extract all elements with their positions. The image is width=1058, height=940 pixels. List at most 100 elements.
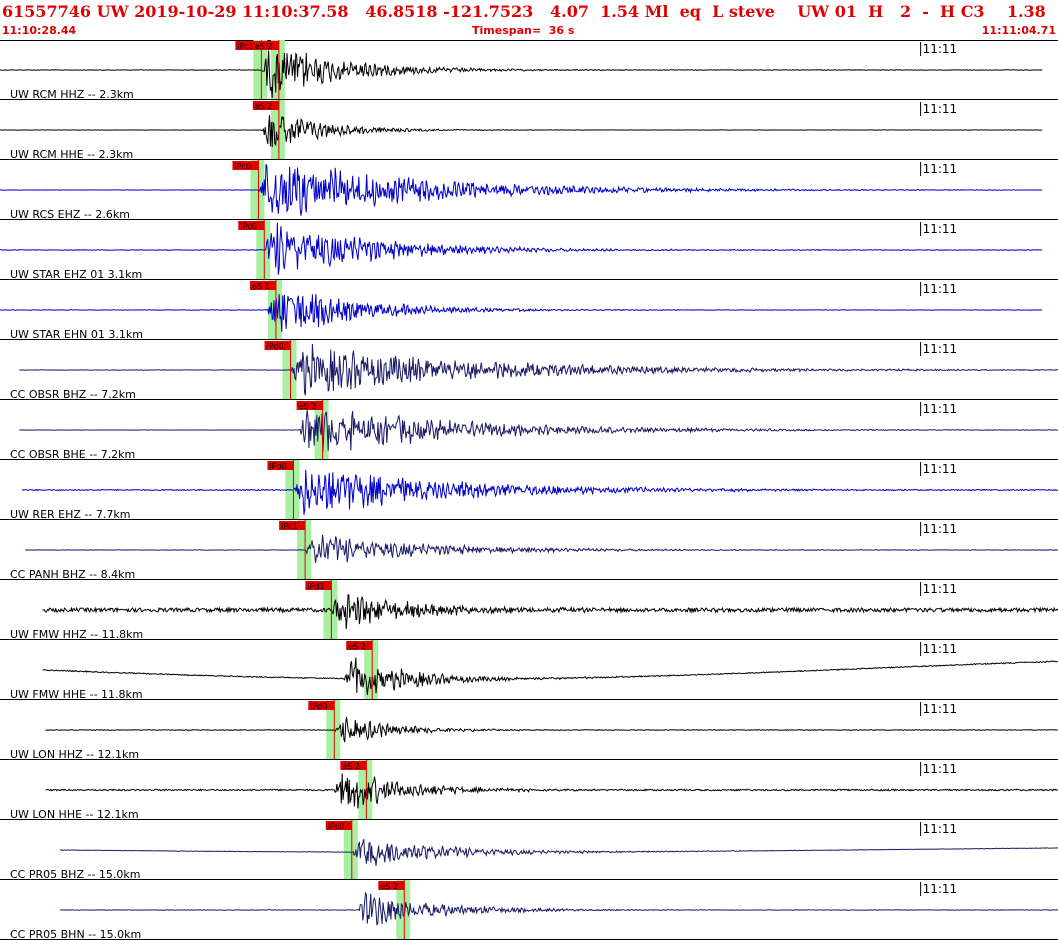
pick-label: eS 2 [299, 402, 317, 411]
minute-tick-label: 11:11 [923, 282, 958, 296]
minute-tick-label: 11:11 [923, 342, 958, 356]
channel-label: CC PR05 BHN -- 15.0km [10, 928, 141, 940]
trace-panel[interactable]: iPd0 11:11 UW RER EHZ -- 7.7km [0, 460, 1058, 521]
pick-label: eS 2 [380, 882, 398, 891]
channel-label: UW LON HHE -- 12.1km [10, 808, 139, 821]
pick-label: iPd0 [310, 702, 327, 711]
minute-tick-label: 11:11 [923, 402, 958, 416]
minute-tick-label: 11:11 [923, 102, 958, 116]
pick-tag [264, 341, 291, 350]
waveform [19, 409, 1058, 452]
waveform [60, 891, 1058, 926]
channel-label: UW RCM HHE -- 2.3km [10, 148, 133, 161]
pick-window [343, 820, 358, 880]
pick-tag [279, 521, 306, 530]
channel-label: UW STAR EHZ 01 3.1km [10, 268, 142, 281]
waveform [42, 594, 1058, 630]
pick-label: iPd0 [267, 342, 284, 351]
end-time-label: 11:11:04.71 [981, 24, 1056, 37]
waveform [25, 534, 1058, 564]
channel-label: CC PR05 BHZ -- 15.0km [10, 868, 141, 881]
trace-panel[interactable]: iPc1 eS 2 11:11 UW RCM HHZ -- 2.3km [0, 40, 1058, 101]
minute-tick-label: 11:11 [923, 822, 958, 836]
pick-tag [252, 101, 279, 110]
channel-label: UW STAR EHN 01 3.1km [10, 328, 143, 341]
trace-panel[interactable]: iPc0 11:11 UW STAR EHZ 01 3.1km [0, 220, 1058, 281]
trace-panel[interactable]: eS 2 11:11 UW LON HHE -- 12.1km [0, 760, 1058, 821]
trace-panel[interactable]: iPc0 11:11 UW RCS EHZ -- 2.6km [0, 160, 1058, 221]
pick-label: iPd0 [269, 462, 286, 471]
waveform [45, 717, 1058, 743]
pick-tag [235, 41, 262, 50]
pick-tag [267, 461, 294, 470]
waveform [42, 657, 1058, 695]
pick-window [396, 880, 411, 940]
event-title: 61557746 UW 2019-10-29 11:10:37.58 46.85… [2, 2, 1058, 21]
waveform [0, 164, 1043, 216]
pick-tag [340, 761, 367, 770]
waveform [0, 222, 1043, 275]
trace-panel[interactable]: iPd1 11:11 UW FMW HHZ -- 11.8km [0, 580, 1058, 641]
event-header: 61557746 UW 2019-10-29 11:10:37.58 46.85… [0, 0, 1058, 41]
waveform [0, 115, 1043, 148]
pick-tag [232, 161, 259, 170]
waveform [0, 293, 1043, 332]
trace-panel[interactable]: eS 1 11:11 UW STAR EHN 01 3.1km [0, 280, 1058, 341]
waveform [45, 773, 1058, 809]
start-time-label: 11:10:28.44 [2, 24, 77, 37]
trace-panel[interactable]: iPd0 11:11 UW LON HHZ -- 12.1km [0, 700, 1058, 761]
trace-panel[interactable]: eS 2 11:11 UW RCM HHE -- 2.3km [0, 100, 1058, 161]
pick-label: eS 2 [255, 102, 273, 111]
pick-tag [252, 41, 279, 50]
minute-tick-label: 11:11 [923, 162, 958, 176]
pick-tag [249, 281, 276, 290]
pick-label: eS 1 [252, 282, 270, 291]
pick-tag [325, 821, 352, 830]
minute-tick-label: 11:11 [923, 522, 958, 536]
channel-label: UW FMW HHZ -- 11.8km [10, 628, 143, 641]
channel-label: UW RER EHZ -- 7.7km [10, 508, 130, 521]
minute-tick-label: 11:11 [923, 702, 958, 716]
pick-label: iPc0 [234, 162, 251, 171]
timespan-label: Timespan= 36 s [472, 24, 575, 37]
pick-tag [305, 581, 332, 590]
pick-tag [378, 881, 405, 890]
channel-label: UW LON HHZ -- 12.1km [10, 748, 139, 761]
channel-label: UW RCS EHZ -- 2.6km [10, 208, 130, 221]
trace-panel[interactable]: iPc1 11:11 CC PANH BHZ -- 8.4km [0, 520, 1058, 581]
waveform [21, 469, 1058, 515]
pick-tag [308, 701, 335, 710]
minute-tick-label: 11:11 [923, 882, 958, 896]
waveform [59, 838, 1058, 866]
waveform [19, 343, 1058, 396]
pick-label: iPc0 [328, 822, 345, 831]
minute-tick-label: 11:11 [923, 462, 958, 476]
trace-panel[interactable]: eS 2 11:11 CC OBSR BHE -- 7.2km [0, 400, 1058, 461]
minute-tick-label: 11:11 [923, 582, 958, 596]
trace-panel[interactable]: eS 2 11:11 CC PR05 BHN -- 15.0km [0, 880, 1058, 940]
minute-tick-label: 11:11 [923, 42, 958, 56]
pick-label: eS 2 [255, 42, 273, 51]
waveform [0, 50, 1043, 99]
channel-label: CC PANH BHZ -- 8.4km [10, 568, 135, 581]
trace-panel[interactable]: eS 2 11:11 UW FMW HHE -- 11.8km [0, 640, 1058, 701]
trace-panel[interactable]: iPc0 11:11 CC PR05 BHZ -- 15.0km [0, 820, 1058, 881]
pick-label: iPc0 [240, 222, 257, 231]
minute-tick-label: 11:11 [923, 222, 958, 236]
pick-window [270, 100, 285, 160]
pick-tag [296, 401, 323, 410]
pick-tag [238, 221, 265, 230]
channel-label: UW FMW HHE -- 11.8km [10, 688, 143, 701]
pick-label: iPd1 [307, 582, 324, 591]
pick-tag [346, 641, 373, 650]
pick-label: eS 2 [342, 762, 360, 771]
channel-label: CC OBSR BHZ -- 7.2km [10, 388, 136, 401]
minute-tick-label: 11:11 [923, 642, 958, 656]
trace-panel[interactable]: iPd0 11:11 CC OBSR BHZ -- 7.2km [0, 340, 1058, 401]
pick-label: eS 2 [348, 642, 366, 651]
minute-tick-label: 11:11 [923, 762, 958, 776]
pick-label: iPc1 [237, 42, 254, 51]
channel-label: CC OBSR BHE -- 7.2km [10, 448, 135, 461]
channel-label: UW RCM HHZ -- 2.3km [10, 88, 134, 101]
